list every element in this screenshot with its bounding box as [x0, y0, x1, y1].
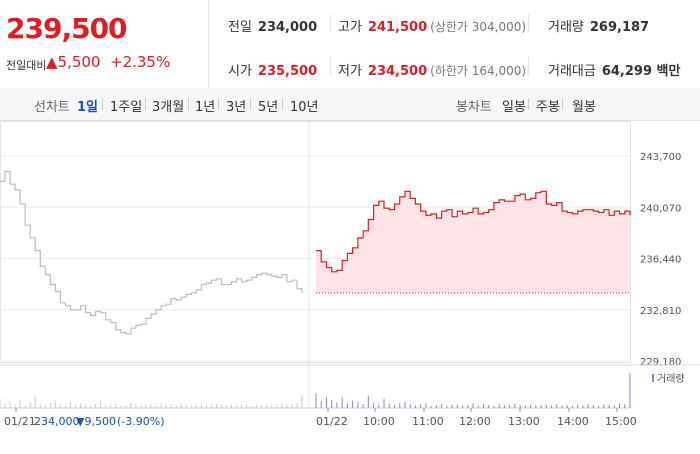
x-tick-label: 15:00	[605, 415, 637, 428]
x-tick-label: 01/21	[4, 415, 36, 428]
amount-value: 64,299 백만	[601, 64, 681, 79]
high-label: 고가	[338, 20, 362, 35]
low-cell: 저가 234,500 (하한가 164,000)	[338, 60, 526, 79]
volume-legend-label: 거래량	[657, 373, 685, 385]
prev-close-value: 234,000	[257, 20, 318, 35]
line-chart-label: 선차트	[34, 100, 70, 115]
y-tick-label: 243,700	[640, 152, 681, 163]
x-tick-label: 13:00	[508, 415, 540, 428]
x-tick-label: 11:00	[412, 415, 444, 428]
chart-toolbar: 선차트 1일 1주일 3개월 1년 3년 5년 10년 봉차트 일봉 주봉 월봉	[0, 88, 700, 121]
upper-limit: (상한가 304,000)	[430, 20, 527, 34]
volume-value: 269,187	[589, 20, 650, 35]
low-value: 234,500	[367, 64, 428, 79]
y-tick-label: 240,070	[640, 203, 681, 214]
prev-day-close: 234,000	[34, 415, 80, 428]
separator	[188, 98, 189, 110]
y-tick-label: 229,180	[640, 357, 681, 368]
volume-cell: 거래량 269,187	[548, 16, 649, 35]
period-1w[interactable]: 1주일	[110, 100, 143, 115]
divider	[330, 57, 331, 75]
low-label: 저가	[338, 64, 362, 79]
divider	[330, 14, 331, 32]
open-label: 시가	[228, 64, 252, 79]
amount-label: 거래대금	[548, 64, 596, 79]
price-line-01/22	[316, 190, 631, 273]
period-1d[interactable]: 1일	[77, 100, 99, 115]
separator	[102, 98, 103, 110]
prev-day-change: ▼9,500	[76, 415, 116, 428]
prev-close-cell: 전일 234,000	[228, 16, 317, 35]
price-box: 239,500 전일대비 ▲5,500 +2.35%	[0, 0, 209, 88]
period-3y[interactable]: 3년	[226, 100, 247, 115]
candle-monthly[interactable]: 월봉	[572, 100, 596, 115]
x-tick-label: 12:00	[459, 415, 491, 428]
price-line-01/21	[0, 170, 303, 335]
divider	[528, 57, 529, 75]
y-tick-label: 232,810	[640, 306, 681, 317]
separator	[218, 98, 219, 110]
prev-close-label: 전일	[228, 20, 252, 35]
current-price: 239,500	[6, 12, 128, 45]
change-label: 전일대비	[6, 59, 47, 72]
amount-cell: 거래대금 64,299 백만	[548, 60, 680, 79]
divider	[528, 14, 529, 32]
separator	[282, 98, 283, 110]
price-fill-area	[316, 191, 630, 293]
open-value: 235,500	[257, 64, 318, 79]
candle-chart-label: 봉차트	[456, 100, 492, 115]
period-1y[interactable]: 1년	[195, 100, 216, 115]
x-tick-label: 10:00	[363, 415, 395, 428]
separator	[145, 98, 146, 110]
chart-area: 243,700 240,070 236,440 232,810 229,180 거래량 01…	[0, 121, 700, 450]
price-chart: 243,700 240,070 236,440 232,810 229,180 거래량 01…	[0, 121, 700, 428]
x-tick-label: 01/22	[316, 415, 348, 428]
separator	[250, 98, 251, 110]
separator	[528, 98, 529, 110]
high-value: 241,500	[367, 20, 428, 35]
change-pct: +2.35%	[110, 53, 171, 71]
quote-header: 239,500 전일대비 ▲5,500 +2.35% 전일 234,000 고가 2…	[0, 0, 700, 89]
volume-label: 거래량	[548, 20, 584, 35]
y-tick-label: 236,440	[640, 255, 681, 266]
lower-limit: (하한가 164,000)	[430, 64, 527, 78]
separator	[562, 98, 563, 110]
candle-daily[interactable]: 일봉	[502, 100, 526, 115]
period-5y[interactable]: 5년	[258, 100, 279, 115]
period-3m[interactable]: 3개월	[152, 100, 185, 115]
high-cell: 고가 241,500 (상한가 304,000)	[338, 16, 526, 35]
volume-legend-swatch	[652, 374, 654, 382]
candle-weekly[interactable]: 주봉	[536, 100, 560, 115]
x-tick-label: 14:00	[557, 415, 589, 428]
open-cell: 시가 235,500	[228, 60, 317, 79]
period-10y[interactable]: 10년	[290, 100, 319, 115]
prev-day-pct: (-3.90%)	[117, 415, 165, 428]
plot-frame	[0, 121, 631, 363]
change-value: ▲5,500	[46, 53, 101, 71]
